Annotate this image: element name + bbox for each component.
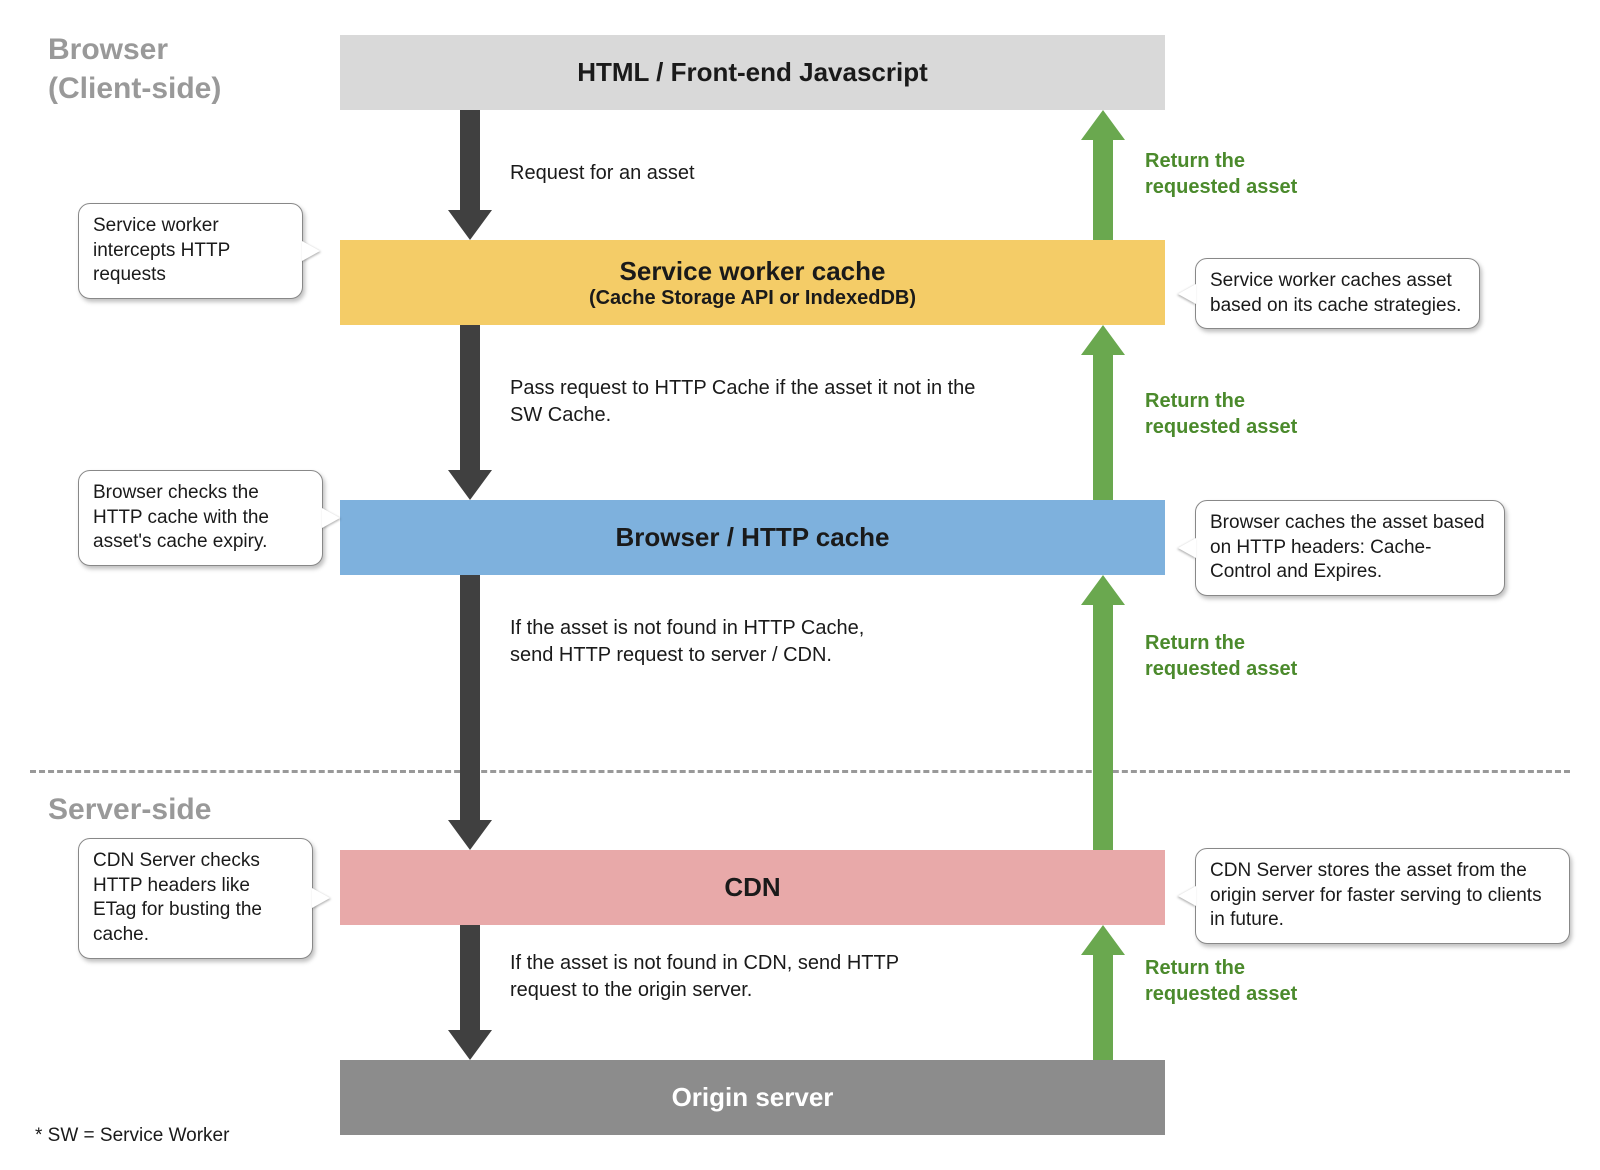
return-text-4: Return the requested asset: [1145, 955, 1297, 1007]
layer-origin: Origin server: [340, 1060, 1165, 1135]
down-arrow-2: [448, 325, 492, 500]
callout-browser-check: Browser checks the HTTP cache with the a…: [78, 470, 323, 566]
layer-http-title: Browser / HTTP cache: [615, 522, 889, 553]
layer-sw-cache: Service worker cache (Cache Storage API …: [340, 240, 1165, 325]
layer-http-cache: Browser / HTTP cache: [340, 500, 1165, 575]
layer-cdn: CDN: [340, 850, 1165, 925]
up-arrow-2: [1081, 325, 1125, 500]
callout-sw-intercept: Service worker intercepts HTTP requests: [78, 203, 303, 299]
up-arrow-4: [1081, 925, 1125, 1060]
callout-browser-caches: Browser caches the asset based on HTTP h…: [1195, 500, 1505, 596]
flow-text-3: If the asset is not found in HTTP Cache,…: [510, 615, 910, 669]
layer-html: HTML / Front-end Javascript: [340, 35, 1165, 110]
down-arrow-3: [448, 575, 492, 850]
layer-origin-title: Origin server: [672, 1082, 834, 1113]
layer-cdn-title: CDN: [724, 872, 780, 903]
callout-sw-caches: Service worker caches asset based on its…: [1195, 258, 1480, 329]
down-arrow-1: [448, 110, 492, 240]
flow-text-1: Request for an asset: [510, 160, 930, 187]
down-arrow-4: [448, 925, 492, 1060]
layer-sw-subtitle: (Cache Storage API or IndexedDB): [589, 287, 916, 310]
return-text-1: Return the requested asset: [1145, 148, 1297, 200]
up-arrow-3: [1081, 575, 1125, 850]
callout-cdn-check: CDN Server checks HTTP headers like ETag…: [78, 838, 313, 959]
callout-cdn-stores: CDN Server stores the asset from the ori…: [1195, 848, 1570, 944]
layer-html-title: HTML / Front-end Javascript: [577, 57, 928, 88]
layer-sw-title: Service worker cache: [620, 256, 886, 287]
browser-section-label: Browser (Client-side): [48, 30, 221, 108]
server-section-label: Server-side: [48, 790, 211, 829]
footnote-sw: * SW = Service Worker: [35, 1125, 229, 1147]
return-text-2: Return the requested asset: [1145, 388, 1297, 440]
flow-text-4: If the asset is not found in CDN, send H…: [510, 950, 960, 1004]
up-arrow-1: [1081, 110, 1125, 240]
flow-text-2: Pass request to HTTP Cache if the asset …: [510, 375, 1010, 429]
client-server-divider: [30, 770, 1570, 773]
return-text-3: Return the requested asset: [1145, 630, 1297, 682]
